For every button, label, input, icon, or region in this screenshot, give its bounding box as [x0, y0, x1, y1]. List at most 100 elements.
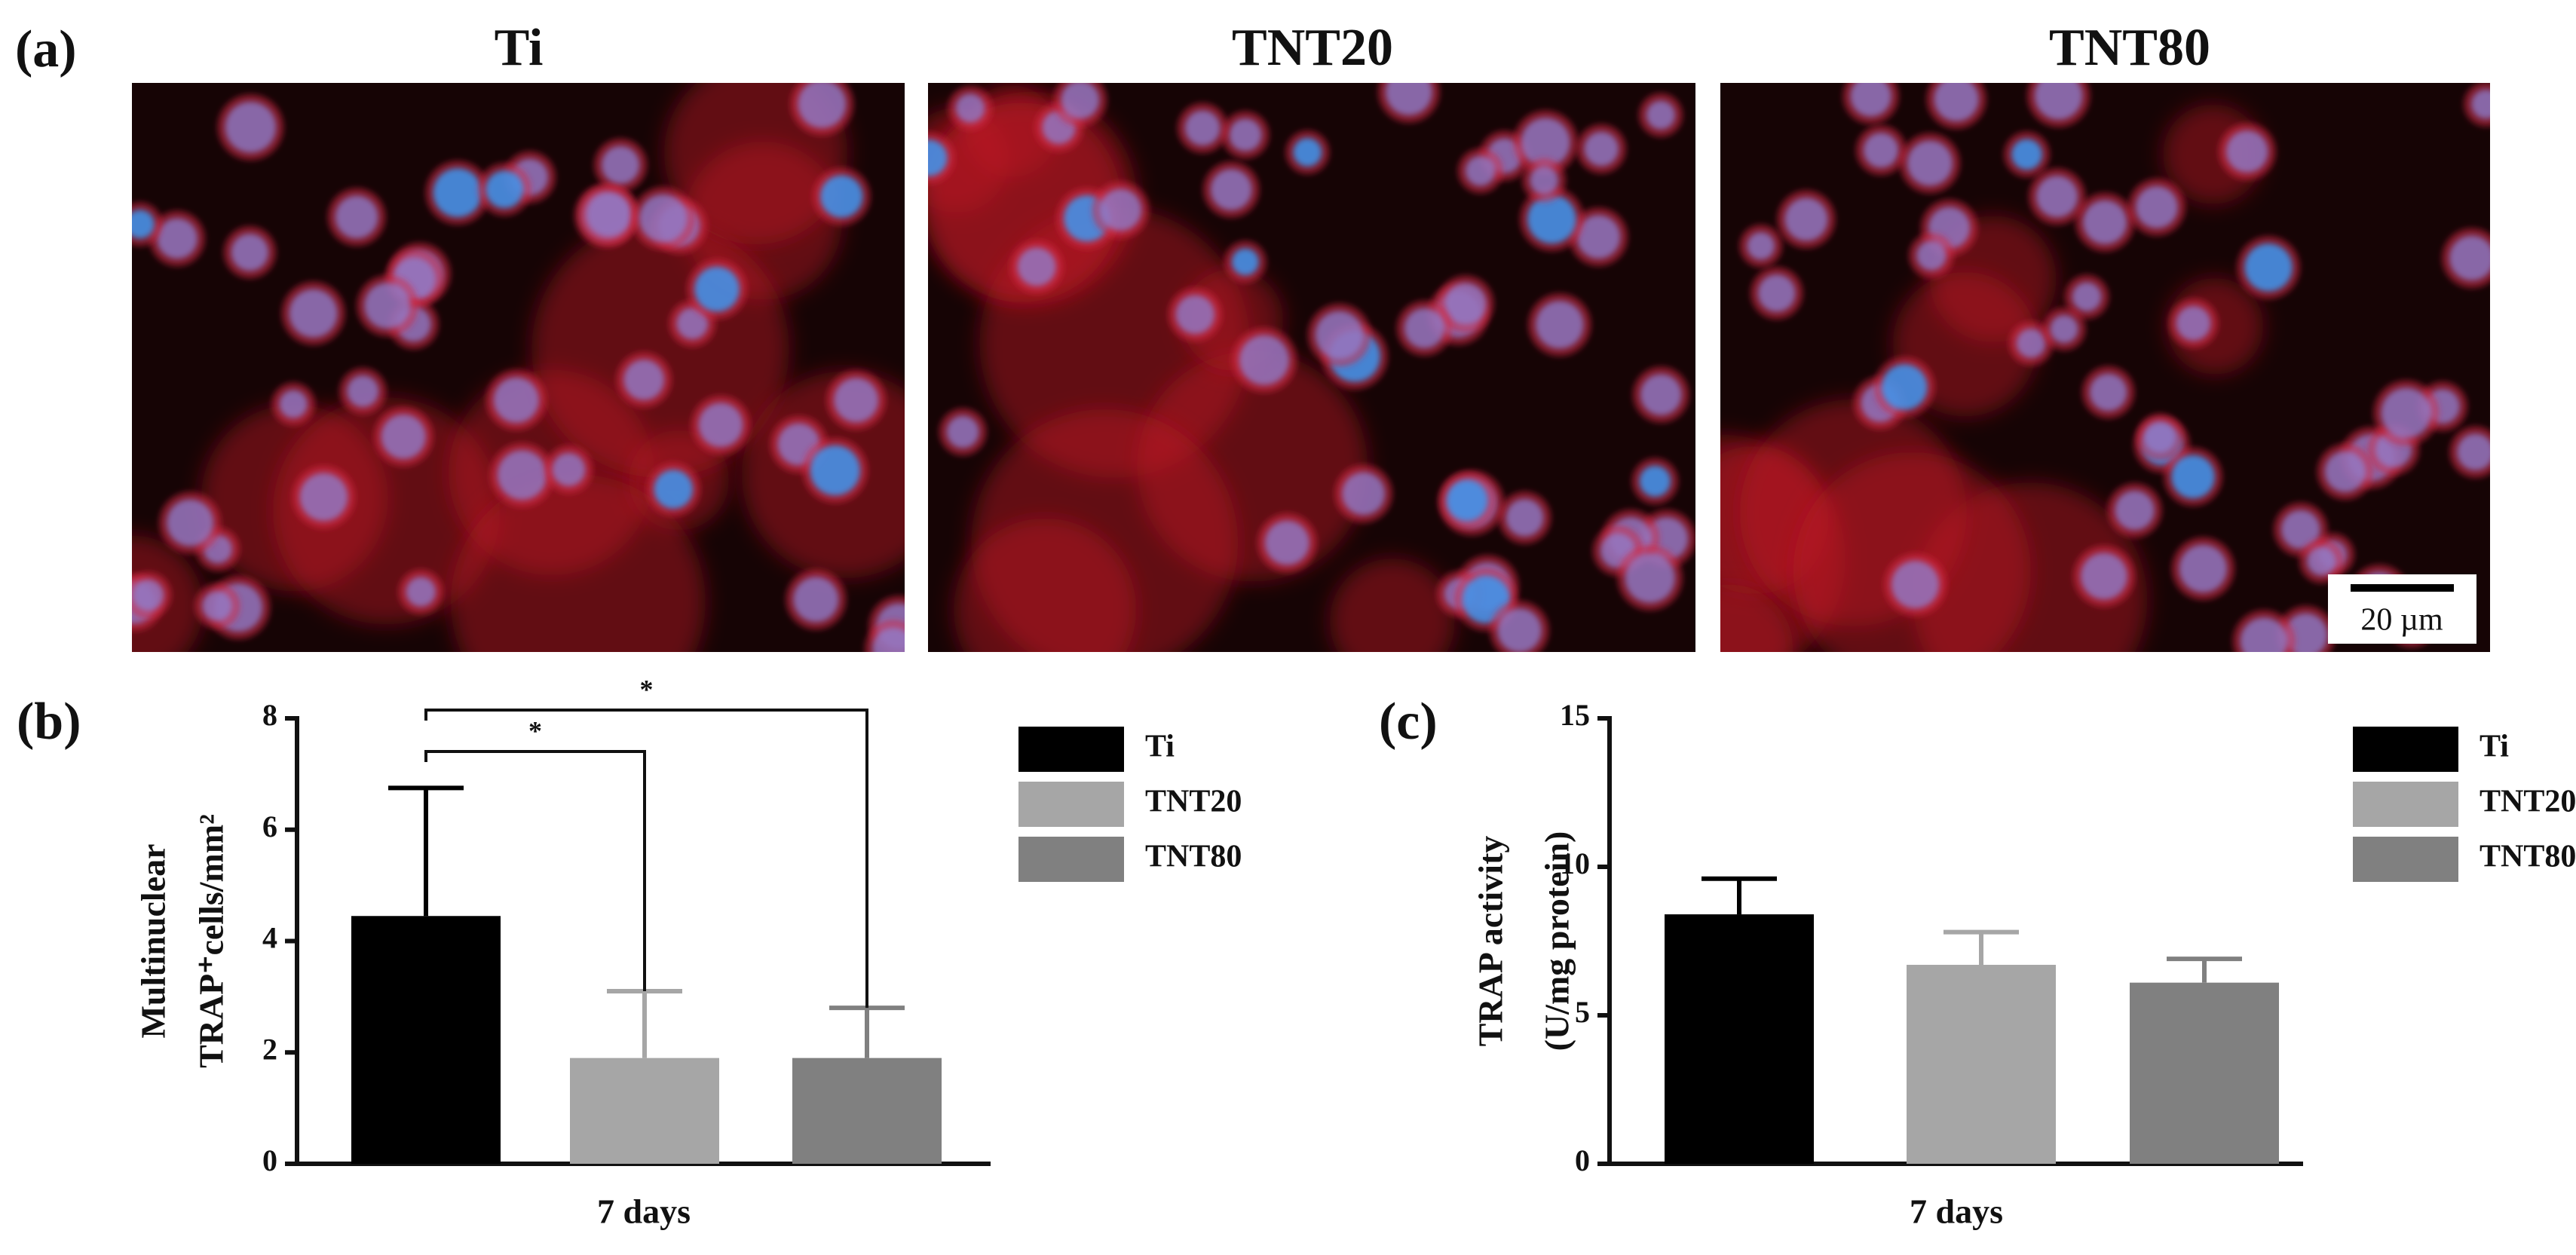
nucleus [364, 282, 411, 329]
nucleus [1530, 166, 1559, 195]
nucleus [2225, 130, 2268, 173]
nucleus [2016, 328, 2046, 359]
nucleus [928, 139, 948, 176]
nucleus [1784, 197, 1828, 241]
nucleus [1444, 283, 1487, 325]
nucleus [157, 218, 198, 259]
y-tick-label: 5 [1575, 995, 1590, 1029]
nucleus [1646, 100, 1676, 130]
nucleus [132, 210, 155, 239]
legend-swatch [1018, 837, 1124, 882]
nucleus [1264, 520, 1310, 565]
cytoplasm [450, 474, 706, 652]
nucleus [2034, 83, 2083, 120]
bar [351, 916, 501, 1164]
nucleus [1184, 110, 1221, 146]
nucleus [1584, 131, 1619, 167]
nucleus [1017, 247, 1056, 286]
y-axis-label: TRAP⁺cells/mm² [192, 814, 231, 1068]
nucleus [1757, 274, 1796, 312]
nucleus [335, 195, 378, 239]
nucleus [1210, 169, 1252, 210]
nucleus [1231, 248, 1259, 276]
nucleus [810, 445, 861, 496]
bar [570, 1058, 719, 1164]
cytoplasm [928, 103, 1122, 302]
micrograph [928, 83, 1695, 652]
y-tick-label: 8 [262, 698, 277, 732]
nucleus [1881, 364, 1928, 411]
panel-label: (c) [1379, 693, 1438, 751]
nucleus [1850, 83, 1891, 117]
nucleus [2115, 490, 2155, 531]
bar [1907, 965, 2056, 1164]
legend-label: TNT20 [1145, 785, 1242, 819]
nucleus [2050, 314, 2078, 344]
nucleus [1229, 118, 1262, 152]
nucleus [1934, 83, 1979, 122]
significance-bracket [424, 709, 868, 1009]
nucleus [1505, 498, 1544, 537]
y-axis-label: Multinuclear [134, 843, 173, 1038]
panel-label: (b) [17, 693, 81, 751]
nucleus [132, 579, 164, 611]
nucleus [552, 452, 586, 487]
nucleus [433, 168, 482, 218]
x-tick-label: 7 days [1910, 1192, 2003, 1231]
nucleus [2072, 282, 2102, 312]
legend-swatch [2353, 727, 2458, 772]
nucleus [1175, 295, 1215, 335]
legend-swatch [1018, 727, 1124, 772]
nucleus [694, 266, 740, 312]
nucleus [1639, 465, 1671, 497]
micrograph [1720, 83, 2490, 652]
nucleus [381, 414, 426, 459]
nucleus [1497, 608, 1542, 652]
significance-label: * [528, 715, 542, 745]
legend-label: Ti [1145, 730, 1175, 764]
nucleus [2011, 139, 2043, 170]
nucleus [201, 590, 233, 621]
y-tick-label: 15 [1560, 698, 1590, 732]
nucleus [639, 194, 688, 243]
nucleus [1527, 194, 1576, 244]
nucleus [1465, 155, 1496, 186]
nucleus [1061, 83, 1100, 119]
nucleus [2244, 243, 2293, 292]
nucleus [793, 577, 839, 623]
y-tick-label: 4 [262, 921, 277, 955]
nucleus [1521, 118, 1570, 167]
nucleus [946, 415, 979, 448]
micrographs [132, 83, 2490, 652]
x-tick-label: 7 days [597, 1192, 691, 1231]
nucleus [167, 499, 214, 546]
nucleus [1315, 311, 1364, 360]
y-axis-label: TRAP activity [1472, 836, 1510, 1047]
legend-label: Ti [2480, 730, 2509, 764]
bar [2130, 982, 2279, 1164]
nucleus [2089, 373, 2127, 412]
nucleus [485, 170, 524, 209]
nucleus [2457, 433, 2490, 471]
nucleus [601, 145, 640, 185]
nucleus [1625, 553, 1675, 603]
nucleus [299, 473, 348, 522]
nucleus [2171, 455, 2215, 499]
legend-swatch [2353, 782, 2458, 827]
nucleus [1747, 231, 1775, 260]
nucleus [2135, 185, 2179, 228]
nucleus [834, 378, 879, 423]
nucleus [698, 403, 743, 448]
nucleus [819, 175, 863, 218]
significance-bracket [424, 750, 646, 991]
cytoplasm [1793, 451, 2031, 652]
nucleus [2381, 387, 2432, 439]
nucleus [493, 377, 540, 424]
scale-bar-label: 20 µm [2360, 603, 2443, 638]
nucleus [2471, 89, 2490, 119]
nucleus [1576, 215, 1621, 259]
image-title: TNT80 [2049, 19, 2210, 77]
nucleus [1099, 188, 1142, 231]
nucleus [1404, 308, 1445, 349]
nucleus [2082, 200, 2127, 245]
